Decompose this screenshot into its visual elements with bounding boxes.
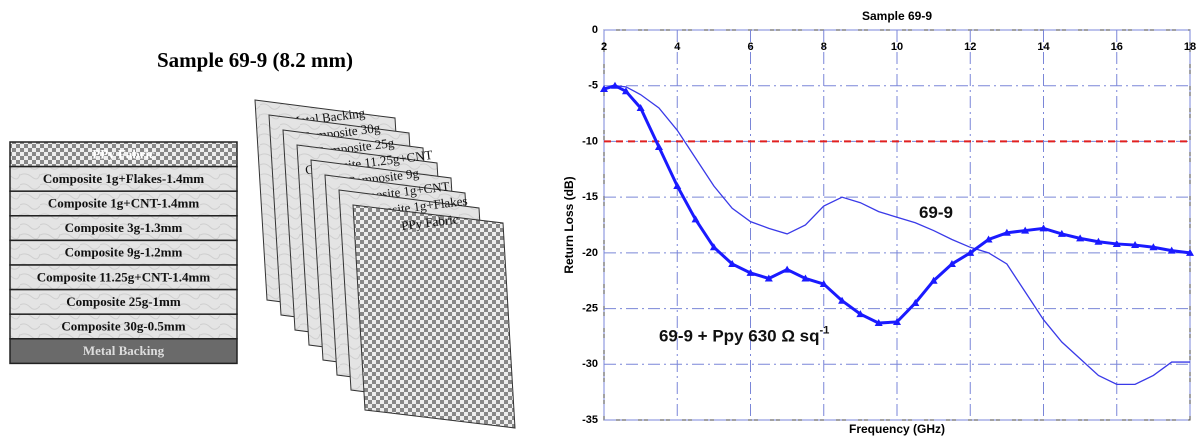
annotation-text: 69-9 + Ppy 630 Ω sq [659,327,820,346]
marker [600,85,608,93]
marker [819,280,828,288]
marker [673,182,682,189]
chart: Sample 69-9 Frequency (GHz) Return Loss (d… [562,9,1196,436]
layer [9,215,238,242]
data-line [603,85,1190,385]
marker [654,143,663,150]
x-tick-label: 4 [674,41,681,53]
annotation-sup: -1 [820,324,830,336]
marker [709,243,718,251]
y-tick-label: -30 [582,358,598,370]
sheet-label: PPy Fabric [400,211,459,233]
layer-label: Composite 3g-1.3mm [65,220,183,235]
layer [9,313,238,340]
marker [874,319,883,327]
layer-label: Composite 1g+Flakes-1.4mm [43,171,204,186]
y-tick-label: -25 [582,302,598,314]
marker [893,317,901,325]
chart-title: Sample 69-9 [862,9,932,23]
marker [838,296,847,304]
marker [1112,239,1121,247]
marker [1186,248,1194,256]
x-tick-label: 18 [1184,41,1196,53]
marker [929,276,938,284]
marker [984,235,993,243]
layer-label: PPy Fabric [92,146,155,161]
annotation-text: 69-9 [919,203,953,222]
x-tick-label: 16 [1111,41,1123,53]
layer-label: Composite 25g-1mm [66,294,181,309]
x-tick-label: 6 [747,41,753,53]
y-tick-label: 0 [592,24,598,36]
layer [9,141,238,168]
annotation: 69-9 [919,203,953,222]
diagram-title: Sample 69-9 (8.2 mm) [157,48,353,72]
marker [1039,224,1048,232]
x-tick-label: 10 [891,41,903,53]
marker [947,260,956,267]
marker [1002,228,1011,236]
marker [610,81,619,89]
y-axis-label: Return Loss (dB) [562,176,576,273]
marker [856,310,865,318]
layer-stack: PPy Fabric Composite 1g+Flakes-1.4mm Compo… [9,141,238,365]
y-tick-label: -5 [588,80,598,92]
marker [911,299,920,306]
marker [746,268,755,276]
marker [1167,246,1176,254]
sheet [352,204,516,429]
x-tick-label: 2 [601,41,607,53]
marker [966,248,975,256]
layer [9,338,238,365]
y-tick-label: -35 [582,414,598,426]
marker [783,265,792,273]
marker [621,87,630,95]
marker [1057,229,1066,237]
data-line [603,84,1191,325]
x-axis-label: Frequency (GHz) [849,422,945,436]
layer-label: Composite 11.25g+CNT-1.4mm [37,269,211,284]
marker [1021,226,1030,234]
annotation: 69-9 + Ppy 630 Ω sq-1 [659,324,829,346]
marker [1094,237,1103,245]
layer-label: Composite 1g+CNT-1.4mm [48,195,200,210]
marker [1149,243,1158,251]
layer-label: Metal Backing [83,343,165,358]
layer-label: Composite 30g-0.5mm [61,318,185,333]
marker [764,274,773,282]
marker [636,104,645,111]
layer [9,264,238,291]
x-tick-label: 14 [1037,41,1050,53]
x-tick-label: 12 [964,41,976,53]
y-tick-label: -15 [582,191,598,203]
layer-label: Composite 9g-1.2mm [65,245,183,260]
marker [728,260,737,267]
marker [1131,241,1140,249]
marker [1076,234,1085,242]
y-tick-label: -20 [582,247,598,259]
y-tick-label: -10 [582,135,598,147]
marker [691,215,700,223]
marker [801,274,810,282]
x-tick-label: 8 [821,41,827,53]
